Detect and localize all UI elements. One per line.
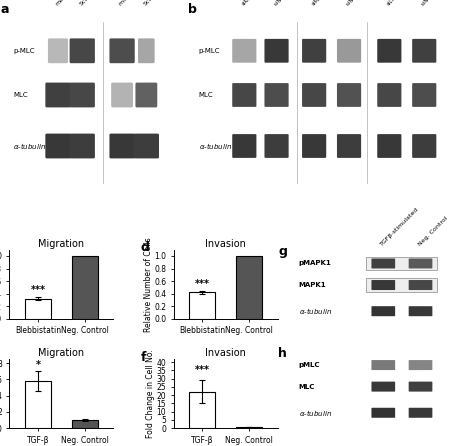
FancyBboxPatch shape xyxy=(412,134,437,158)
Text: siROCK1: siROCK1 xyxy=(241,0,261,7)
Bar xyxy=(72,256,98,319)
Text: g: g xyxy=(278,245,287,258)
FancyBboxPatch shape xyxy=(372,382,395,392)
Bar xyxy=(237,427,263,428)
Bar xyxy=(25,299,51,319)
FancyBboxPatch shape xyxy=(377,83,401,107)
Text: $\alpha$-tubulin: $\alpha$-tubulin xyxy=(299,408,332,418)
Text: d: d xyxy=(140,241,149,254)
FancyBboxPatch shape xyxy=(136,83,157,107)
Text: ***: *** xyxy=(195,279,210,289)
FancyBboxPatch shape xyxy=(46,83,71,107)
FancyBboxPatch shape xyxy=(409,408,432,418)
Title: Invasion: Invasion xyxy=(205,239,246,249)
Bar xyxy=(366,256,438,270)
Text: ***: *** xyxy=(195,365,210,376)
Text: *: * xyxy=(36,359,40,370)
Y-axis label: Relative Number of Cells: Relative Number of Cells xyxy=(144,237,153,332)
Text: a: a xyxy=(1,3,9,16)
Text: p-MLC: p-MLC xyxy=(199,48,220,54)
FancyBboxPatch shape xyxy=(337,83,361,107)
Text: siNeg Control: siNeg Control xyxy=(346,0,375,7)
Text: siMAPK1: siMAPK1 xyxy=(310,0,330,7)
Text: siLRG1: siLRG1 xyxy=(386,0,403,7)
Text: Scrambled: Scrambled xyxy=(79,0,106,7)
FancyBboxPatch shape xyxy=(409,259,432,268)
Bar xyxy=(189,392,215,428)
FancyBboxPatch shape xyxy=(409,382,432,392)
Text: MLC: MLC xyxy=(299,384,315,390)
Text: MAPK1: MAPK1 xyxy=(299,282,326,288)
FancyBboxPatch shape xyxy=(70,134,95,158)
Text: miR-335 Inhibitor: miR-335 Inhibitor xyxy=(118,0,161,7)
FancyBboxPatch shape xyxy=(111,83,133,107)
Bar xyxy=(366,278,438,292)
Text: Scrambled: Scrambled xyxy=(143,0,170,7)
FancyBboxPatch shape xyxy=(232,39,256,63)
Text: ***: *** xyxy=(30,285,46,295)
Bar xyxy=(72,420,98,428)
FancyBboxPatch shape xyxy=(70,83,95,107)
FancyBboxPatch shape xyxy=(302,134,326,158)
Title: Migration: Migration xyxy=(38,239,84,249)
FancyBboxPatch shape xyxy=(372,259,395,268)
FancyBboxPatch shape xyxy=(412,39,437,63)
Text: f: f xyxy=(140,351,146,363)
Text: siNeg Control: siNeg Control xyxy=(421,0,450,7)
FancyBboxPatch shape xyxy=(109,38,135,63)
FancyBboxPatch shape xyxy=(264,134,289,158)
Text: siNeg Control: siNeg Control xyxy=(273,0,302,7)
Text: Neg. Control: Neg. Control xyxy=(417,215,448,247)
FancyBboxPatch shape xyxy=(232,134,256,158)
Text: miR-335: miR-335 xyxy=(55,0,76,7)
Bar xyxy=(25,381,51,428)
Text: h: h xyxy=(278,347,287,359)
Bar xyxy=(189,293,215,319)
Text: pMAPK1: pMAPK1 xyxy=(299,260,331,266)
Text: p-MLC: p-MLC xyxy=(13,48,35,54)
FancyBboxPatch shape xyxy=(337,134,361,158)
Text: b: b xyxy=(188,3,197,16)
FancyBboxPatch shape xyxy=(377,134,401,158)
FancyBboxPatch shape xyxy=(109,134,135,158)
FancyBboxPatch shape xyxy=(372,280,395,290)
FancyBboxPatch shape xyxy=(409,280,432,290)
Text: MLC: MLC xyxy=(13,92,27,98)
FancyBboxPatch shape xyxy=(372,360,395,370)
FancyBboxPatch shape xyxy=(46,134,71,158)
FancyBboxPatch shape xyxy=(409,306,432,316)
Text: pMLC: pMLC xyxy=(299,362,320,368)
Text: TGFβ-stimulated: TGFβ-stimulated xyxy=(380,206,420,247)
Title: Migration: Migration xyxy=(38,348,84,358)
FancyBboxPatch shape xyxy=(70,38,95,63)
Text: MLC: MLC xyxy=(199,92,213,98)
FancyBboxPatch shape xyxy=(138,38,155,63)
FancyBboxPatch shape xyxy=(412,83,437,107)
FancyBboxPatch shape xyxy=(409,360,432,370)
FancyBboxPatch shape xyxy=(377,39,401,63)
FancyBboxPatch shape xyxy=(134,134,159,158)
FancyBboxPatch shape xyxy=(372,408,395,418)
Text: $\alpha$-tubulin: $\alpha$-tubulin xyxy=(13,141,46,151)
FancyBboxPatch shape xyxy=(48,38,68,63)
FancyBboxPatch shape xyxy=(264,39,289,63)
FancyBboxPatch shape xyxy=(264,83,289,107)
FancyBboxPatch shape xyxy=(372,306,395,316)
Y-axis label: Fold Change in Cell No.: Fold Change in Cell No. xyxy=(146,349,155,438)
FancyBboxPatch shape xyxy=(302,39,326,63)
Bar xyxy=(237,256,263,319)
Text: $\alpha$-tubulin: $\alpha$-tubulin xyxy=(199,141,232,151)
FancyBboxPatch shape xyxy=(302,83,326,107)
FancyBboxPatch shape xyxy=(337,39,361,63)
FancyBboxPatch shape xyxy=(232,83,256,107)
Text: $\alpha$-tubulin: $\alpha$-tubulin xyxy=(299,306,332,316)
Title: Invasion: Invasion xyxy=(205,348,246,358)
